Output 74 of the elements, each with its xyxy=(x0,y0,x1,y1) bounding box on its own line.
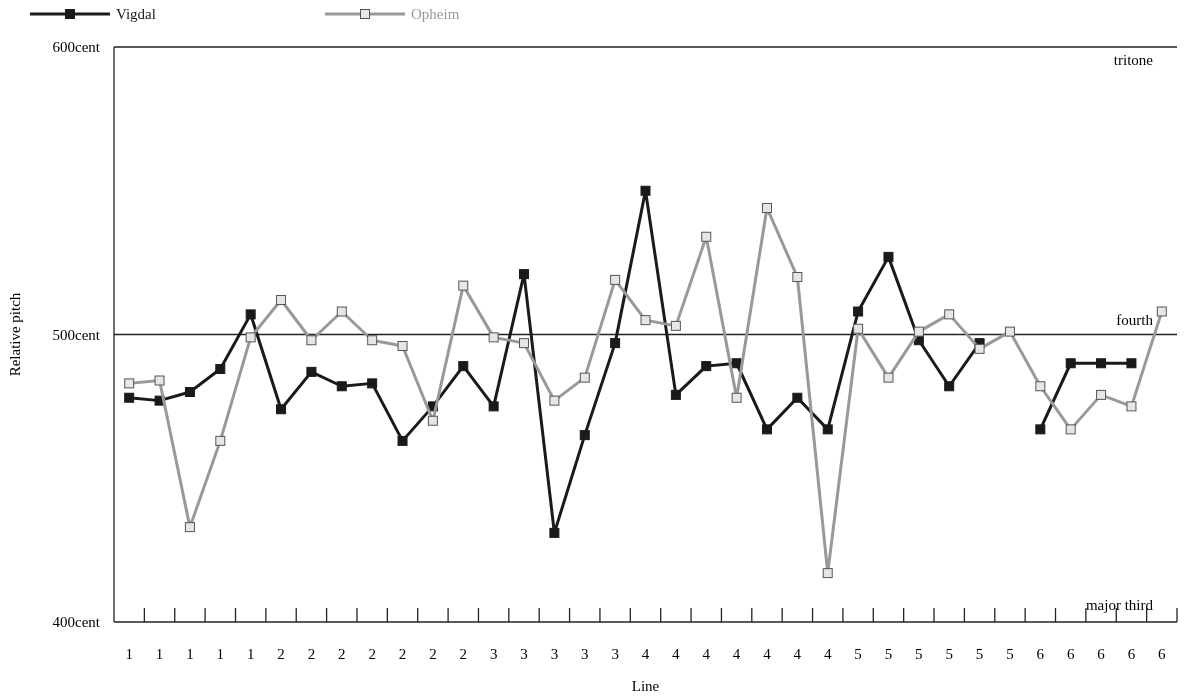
text: Opheim xyxy=(411,6,460,22)
x-tick-label: 5 xyxy=(884,646,893,662)
point xyxy=(549,527,560,538)
annotation: tritone xyxy=(1113,52,1154,68)
point xyxy=(519,269,530,280)
ref-line-label: fourth xyxy=(1116,311,1154,328)
point xyxy=(640,185,651,196)
x-tick-label: 1 xyxy=(155,646,164,662)
x-tick-label: 4 xyxy=(793,646,802,662)
x-tick-label: 5 xyxy=(975,646,984,662)
text: Vigdal xyxy=(116,6,156,22)
x-tick-label: 3 xyxy=(581,646,589,662)
point xyxy=(1096,358,1107,369)
x-tick-label: 3 xyxy=(611,646,619,662)
x-tick-label: 4 xyxy=(641,646,650,662)
x-tick-label: 3 xyxy=(489,646,498,662)
point xyxy=(610,338,621,349)
x-tick-label: 4 xyxy=(702,646,711,662)
x-tick-label: 6 xyxy=(1066,646,1075,662)
point xyxy=(701,361,712,372)
y-tick-label: 600cent xyxy=(52,39,101,55)
x-tick-label: 2 xyxy=(398,646,407,662)
point xyxy=(124,392,135,403)
x-tick-label: 3 xyxy=(520,646,528,662)
x-tick-label: 6 xyxy=(1158,646,1167,662)
y-tick-label: 500cent xyxy=(52,326,101,343)
point xyxy=(458,361,469,372)
point xyxy=(215,364,226,374)
x-tick-label: 2 xyxy=(368,646,376,662)
x-tick-label: 6 xyxy=(1127,646,1136,662)
point xyxy=(276,404,287,415)
x-tick-label: 5 xyxy=(854,646,862,662)
point xyxy=(1035,424,1046,435)
x-tick-label: 3 xyxy=(550,646,559,662)
y-axis-title: Relative pitch xyxy=(7,292,23,377)
x-tick-label: 1 xyxy=(246,646,255,662)
x-tick-label: 5 xyxy=(1006,646,1014,662)
x-tick-label: 6 xyxy=(1036,646,1045,662)
x-tick-label: 2 xyxy=(277,646,285,662)
point xyxy=(397,435,408,446)
x-tick-label: 2 xyxy=(429,646,437,662)
point xyxy=(761,424,772,435)
point xyxy=(336,381,347,392)
point xyxy=(184,387,195,397)
point xyxy=(306,366,317,377)
x-tick-label: 5 xyxy=(915,646,923,662)
point xyxy=(883,251,894,262)
x-tick-label: 4 xyxy=(732,646,741,662)
point xyxy=(1126,358,1137,369)
point xyxy=(579,430,590,441)
point xyxy=(853,306,864,317)
x-tick-label: 2 xyxy=(459,646,468,662)
point xyxy=(245,309,256,320)
x-tick-label: 4 xyxy=(672,646,681,662)
x-tick-label: 5 xyxy=(945,646,953,662)
point xyxy=(1065,358,1076,369)
x-tick-label: 2 xyxy=(307,646,316,662)
point xyxy=(731,358,742,369)
x-tick-label: 1 xyxy=(186,646,194,662)
x-tick-label: 2 xyxy=(338,646,346,662)
x-axis-title: Line xyxy=(631,678,660,694)
x-tick-label: 4 xyxy=(823,646,832,662)
point xyxy=(822,424,833,435)
y-tick-label: 400cent xyxy=(52,614,101,630)
x-tick-label: 4 xyxy=(763,646,772,662)
point xyxy=(944,381,955,392)
x-tick-label: 6 xyxy=(1097,646,1106,662)
annotation: major third xyxy=(1085,597,1154,613)
x-tick-label: 1 xyxy=(216,646,225,662)
point xyxy=(670,389,681,400)
point xyxy=(792,392,803,403)
x-tick-label: 1 xyxy=(125,646,133,662)
point xyxy=(488,401,499,412)
point xyxy=(367,378,378,389)
